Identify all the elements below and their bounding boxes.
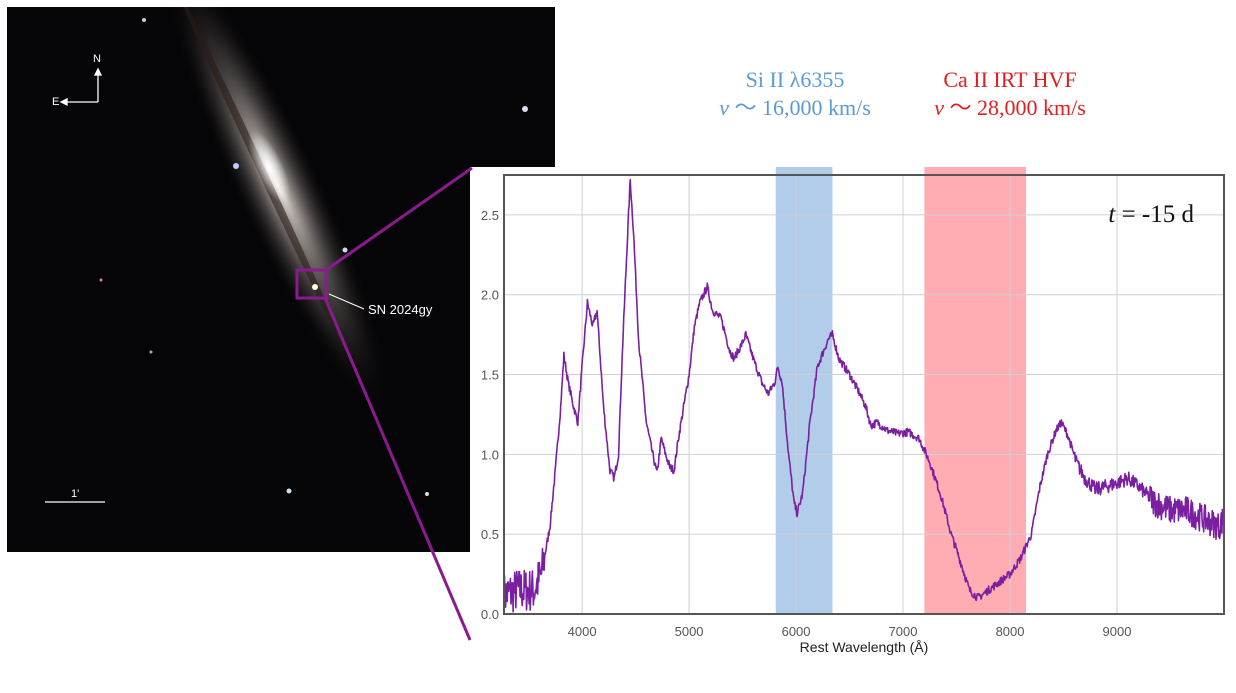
si-band-label: Si II λ6355 v 〜 16,000 km/s: [690, 66, 900, 122]
plot-frame: [503, 174, 1225, 615]
y-tick-label: 1.5: [481, 368, 499, 383]
y-tick-label: 2.0: [481, 288, 499, 303]
ca-band-label: Ca II IRT HVF v 〜 28,000 km/s: [905, 66, 1115, 122]
y-tick-label: 1.0: [481, 447, 499, 462]
x-axis-label: Rest Wavelength (Å): [800, 639, 929, 655]
band-ca: [924, 167, 1027, 614]
ca-line-name: Ca II IRT HVF: [943, 67, 1077, 92]
scale-bar-label: 1': [71, 488, 79, 500]
y-tick-label: 2.5: [481, 208, 499, 223]
galaxy-image: N E 1' SN 2024gy: [7, 7, 555, 552]
si-velocity: 〜 16,000 km/s: [728, 95, 871, 120]
star: [342, 247, 348, 253]
x-tick-label: 9000: [1103, 624, 1132, 639]
star: [522, 106, 528, 112]
spectrum-panel: 4000 5000 6000 7000 8000 9000 0.0 0.5 1.0 1.5 2.0 2…: [470, 167, 1236, 693]
y-tick-label: 0.5: [481, 527, 499, 542]
x-tick-label: 7000: [889, 624, 918, 639]
compass-north: N: [93, 53, 101, 65]
star: [425, 492, 429, 496]
compass-east: E: [52, 96, 59, 108]
spectrum-line: [503, 178, 1225, 615]
star: [286, 488, 292, 494]
compass-icon: [59, 67, 103, 107]
band-si: [775, 167, 833, 614]
star: [142, 18, 146, 22]
star: [149, 350, 153, 354]
ca-velocity-symbol: v: [934, 95, 944, 120]
x-tick-label: 8000: [996, 624, 1025, 639]
spectrum-chart: 4000 5000 6000 7000 8000 9000 0.0 0.5 1.0 1.5 2.0 2…: [481, 167, 1225, 655]
x-tick-label: 4000: [568, 624, 597, 639]
epoch-annotation: t = -15 d: [1108, 201, 1194, 228]
ca-velocity: 〜 28,000 km/s: [943, 95, 1086, 120]
y-tick-label: 0.0: [481, 607, 499, 622]
supernova: [312, 284, 318, 290]
target-label: SN 2024gy: [368, 302, 433, 317]
si-velocity-symbol: v: [719, 95, 729, 120]
star: [99, 278, 103, 282]
si-line-name: Si II λ6355: [745, 67, 845, 92]
x-tick-label: 5000: [675, 624, 704, 639]
star: [233, 163, 239, 169]
x-tick-label: 6000: [782, 624, 811, 639]
